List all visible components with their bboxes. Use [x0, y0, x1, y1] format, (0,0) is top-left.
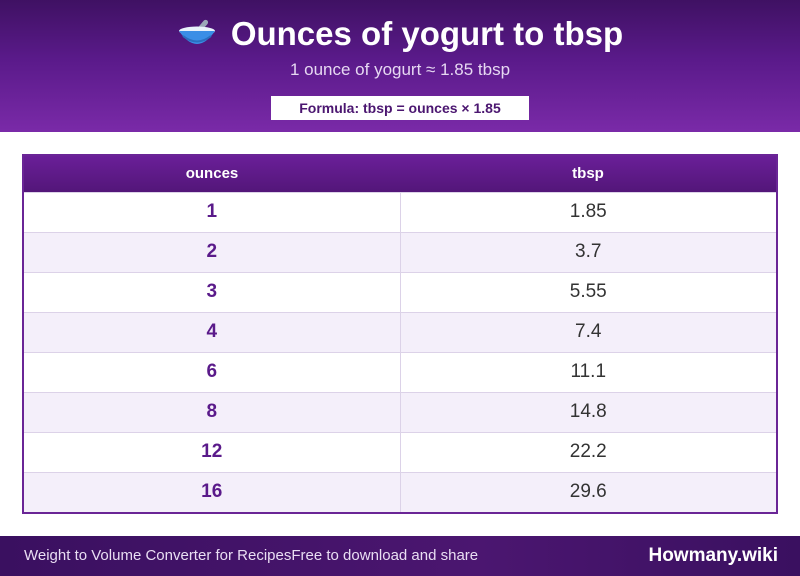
footer-link-converter[interactable]: Weight to Volume Converter for Recipes	[24, 547, 292, 564]
ounces-cell: 4	[24, 311, 401, 352]
tbsp-cell: 29.6	[400, 471, 776, 512]
table-row: 3 5.55	[24, 271, 776, 312]
title-text: Ounces of yogurt to tbsp	[230, 15, 624, 52]
table-header-row: ounces tbsp	[24, 156, 776, 192]
table-row: 16 29.6	[24, 471, 776, 512]
ounces-cell: 12	[24, 431, 401, 472]
column-header-ounces: ounces	[185, 165, 239, 183]
tbsp-cell: 1.85	[400, 191, 776, 232]
tbsp-cell: 22.2	[400, 431, 776, 472]
subtitle: 1 ounce of yogurt ≈ 1.85 tbsp	[289, 60, 511, 79]
header-banner: Ounces of yogurt to tbsp 1 ounce of yogu…	[0, 0, 800, 132]
page-title: Ounces of yogurt to tbsp	[0, 14, 800, 54]
table-row: 1 1.85	[24, 191, 776, 232]
ounces-cell: 3	[24, 271, 401, 312]
ounces-cell: 8	[24, 391, 401, 432]
ounces-cell: 2	[24, 231, 401, 272]
formula-badge: Formula: tbsp = ounces × 1.85	[271, 96, 529, 120]
table-row: 4 7.4	[24, 311, 776, 352]
tbsp-cell: 3.7	[400, 231, 776, 272]
tbsp-cell: 14.8	[400, 391, 776, 432]
conversion-table: ounces tbsp 1 1.85 2 3.7 3 5.55 4	[22, 154, 778, 514]
footer-tagline: Free to download and share	[291, 547, 479, 564]
table-row: 6 11.1	[24, 351, 776, 392]
ounces-cell: 6	[24, 351, 401, 392]
footer-bar: Weight to Volume Converter for RecipesFr…	[0, 536, 800, 576]
column-header-tbsp: tbsp	[572, 165, 604, 183]
ounces-cell: 16	[24, 471, 401, 512]
tbsp-cell: 11.1	[400, 351, 776, 392]
tbsp-cell: 7.4	[400, 311, 776, 352]
table-row: 12 22.2	[24, 431, 776, 472]
tbsp-cell: 5.55	[400, 271, 776, 312]
ounces-cell: 1	[24, 191, 401, 232]
table-row: 2 3.7	[24, 231, 776, 272]
brand-logo[interactable]: Howmany.wiki	[648, 545, 778, 566]
footer-text: Weight to Volume Converter for RecipesFr…	[24, 536, 478, 576]
bowl-with-spoon-icon	[178, 20, 215, 45]
table-row: 8 14.8	[24, 391, 776, 432]
